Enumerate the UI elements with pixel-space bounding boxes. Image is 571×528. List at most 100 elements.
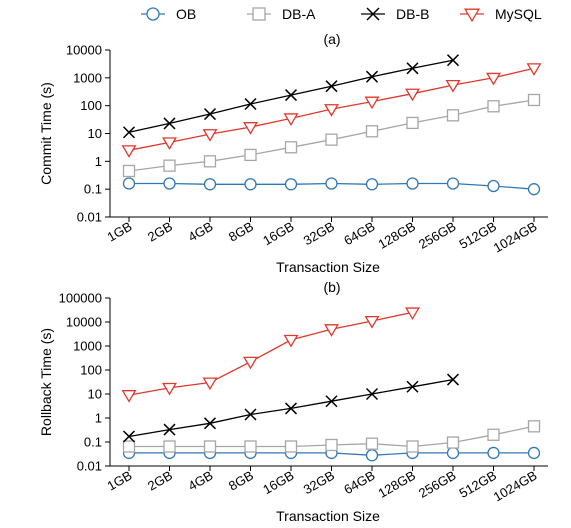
y-axis-label: Commit Time (s) xyxy=(38,82,54,185)
data-point xyxy=(487,100,500,113)
y-tick-label: 10 xyxy=(88,126,102,141)
data-point xyxy=(121,390,137,403)
data-point xyxy=(163,159,176,172)
panel-a: (a) 0.01 0.1 1 10 100 1000 10000 1GB 2GB 4GB 8GB 16G… xyxy=(38,31,548,275)
y-tick-label: 10000 xyxy=(66,315,102,330)
panel-title: (b) xyxy=(323,279,340,295)
data-point xyxy=(121,145,137,158)
data-point xyxy=(487,446,500,460)
data-point xyxy=(244,97,257,111)
data-point xyxy=(365,387,379,401)
x-tick-label: 8GB xyxy=(226,468,256,494)
legend-marker xyxy=(463,8,481,23)
legend-item-mysql: MySQL xyxy=(460,6,542,23)
x-tick-label: 256GB xyxy=(416,219,459,252)
y-tick-label: 10000 xyxy=(66,43,102,58)
data-point xyxy=(283,334,299,348)
data-point xyxy=(284,89,298,102)
data-point xyxy=(122,126,136,139)
data-point xyxy=(283,113,299,126)
data-point xyxy=(122,430,136,443)
x-tick-label: 8GB xyxy=(226,219,256,245)
data-point xyxy=(405,307,420,321)
legend-item-db-b: DB-B xyxy=(361,6,429,22)
data-point xyxy=(244,178,257,191)
axes-frame xyxy=(109,50,548,218)
data-point xyxy=(406,116,419,130)
x-tick-label: 2GB xyxy=(145,219,175,245)
series-mysql xyxy=(121,307,420,403)
x-tick-label: 16GB xyxy=(260,468,296,498)
y-tick-label: 1 xyxy=(95,154,102,169)
legend-item-ob: OB xyxy=(141,6,196,22)
y-tick-label: 0.01 xyxy=(77,459,102,474)
data-point xyxy=(284,402,298,415)
data-point xyxy=(527,183,541,196)
series-db-b xyxy=(122,373,460,443)
y-tick-label: 0.01 xyxy=(77,210,102,225)
panel-title: (a) xyxy=(323,31,340,47)
legend-item-db-a: DB-A xyxy=(247,6,316,22)
x-tick-label: 64GB xyxy=(341,468,377,498)
data-point xyxy=(406,177,419,190)
panel-b: (b) 0.01 0.1 1 10 100 1000 10000 100000 1GB 2GB 4GB… xyxy=(38,279,548,524)
x-tick-label: 32GB xyxy=(301,468,337,498)
series-mysql xyxy=(121,63,542,158)
data-point xyxy=(243,122,258,135)
data-point xyxy=(406,440,419,453)
data-point xyxy=(486,72,501,86)
x-tick-label: 1GB xyxy=(104,468,134,494)
data-point xyxy=(202,377,218,391)
series-line xyxy=(128,311,413,396)
x-tick-label: 4GB xyxy=(185,468,215,494)
data-point xyxy=(446,446,460,460)
data-point xyxy=(364,96,380,110)
data-point xyxy=(244,440,257,453)
data-point xyxy=(162,382,177,396)
data-point xyxy=(162,137,177,150)
data-point xyxy=(406,380,419,393)
data-point xyxy=(202,129,218,142)
data-point xyxy=(446,436,460,449)
data-point xyxy=(364,315,380,329)
legend-label: MySQL xyxy=(495,6,542,22)
series-db-a xyxy=(122,420,541,453)
series-db-b xyxy=(122,54,460,139)
x-tick-label: 4GB xyxy=(185,219,215,245)
data-point xyxy=(163,177,176,190)
x-tick-label: 256GB xyxy=(416,468,459,501)
data-point xyxy=(122,177,136,190)
x-axis-label: Transaction Size xyxy=(276,508,380,524)
x-tick-label: 16GB xyxy=(260,219,296,249)
data-point xyxy=(122,164,136,178)
legend-label: DB-B xyxy=(396,6,429,22)
data-point xyxy=(163,440,176,453)
y-tick-label: 100 xyxy=(80,98,102,113)
y-tick-label: 1000 xyxy=(73,70,102,85)
data-point xyxy=(406,62,419,75)
data-point xyxy=(203,155,217,168)
x-tick-label: 1GB xyxy=(104,219,134,245)
data-point xyxy=(244,408,257,421)
data-point xyxy=(325,177,338,190)
data-point xyxy=(324,324,339,337)
x-tick-label: 32GB xyxy=(301,219,337,249)
data-point xyxy=(446,177,460,190)
y-tick-label: 10 xyxy=(88,387,102,402)
data-point xyxy=(284,141,298,154)
y-tick-label: 100 xyxy=(80,363,102,378)
legend-marker xyxy=(252,7,266,21)
data-point xyxy=(325,133,338,146)
y-tick-label: 100000 xyxy=(59,291,102,306)
data-point xyxy=(365,178,379,191)
x-tick-label: 1024GB xyxy=(491,219,540,256)
x-axis-label: Transaction Size xyxy=(276,259,380,275)
data-point xyxy=(526,63,542,76)
data-point xyxy=(325,395,338,408)
data-point xyxy=(203,108,217,121)
data-point xyxy=(446,373,460,386)
data-point xyxy=(163,117,176,130)
data-point xyxy=(122,440,136,453)
data-point xyxy=(203,440,217,453)
data-point xyxy=(284,178,298,191)
